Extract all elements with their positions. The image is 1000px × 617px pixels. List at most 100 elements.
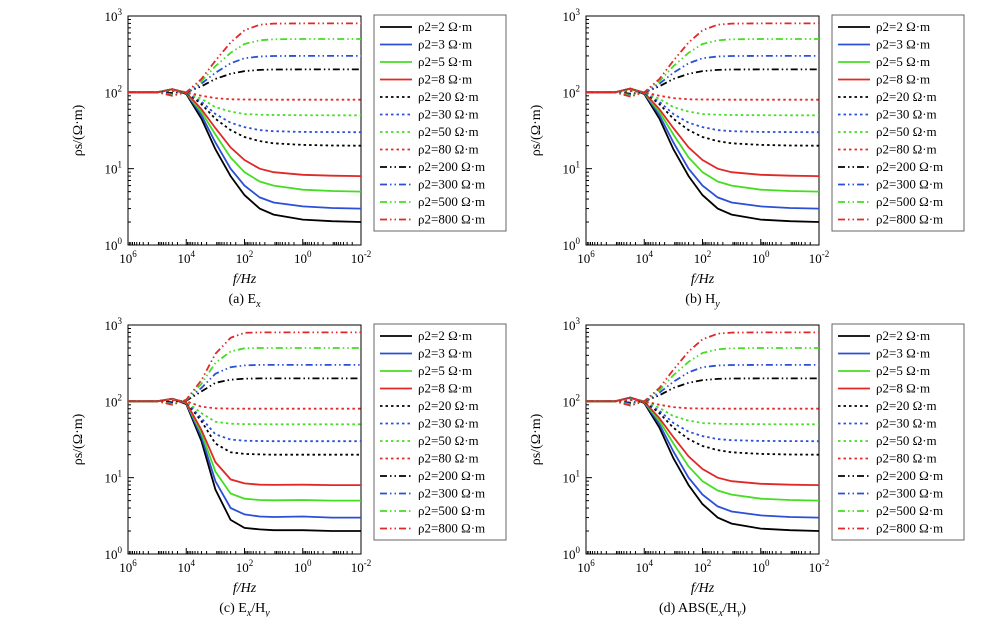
plot-frame [127, 15, 362, 246]
legend: ρ2=2 Ω·m ρ2=3 Ω·m ρ2=5 Ω·m ρ2=8 Ω·m ρ2=20 Ω·… [831, 14, 965, 232]
x-axis-label: f/Hz [691, 272, 715, 287]
caption-text: (b) H [685, 292, 715, 307]
chart-panel-0: 106 104 102 100 10-2 100 101 102 103 f/Hz ρs/(Ω·m)… [71, 7, 507, 310]
legend-entry: ρ2=30 Ω·m [876, 107, 937, 122]
caption-subscript-2: y [736, 608, 742, 617]
legend-entry: ρ2=30 Ω·m [876, 416, 937, 431]
caption-subscript-2: y [264, 608, 270, 617]
y-tick-label: 102 [105, 83, 123, 100]
series-line-10 [128, 347, 361, 406]
series-line-9 [586, 364, 819, 405]
panel-caption: (a) Ex [228, 292, 261, 310]
series-line-4 [128, 88, 362, 147]
legend-entry: ρ2=20 Ω·m [876, 89, 937, 104]
legend: ρ2=2 Ω·m ρ2=3 Ω·m ρ2=5 Ω·m ρ2=8 Ω·m ρ2=20 Ω·… [373, 323, 507, 541]
series-line-11 [128, 331, 361, 406]
caption-text: (a) E [228, 292, 256, 307]
y-tick-label: 103 [563, 316, 581, 333]
series-line-8 [128, 68, 361, 94]
legend-entry: ρ2=80 Ω·m [418, 451, 479, 466]
x-tick-label: 106 [119, 558, 137, 575]
chart-panel-1: 106 104 102 100 10-2 100 101 102 103 f/Hz ρs/(Ω·m)… [529, 7, 965, 310]
x-axis-label: f/Hz [691, 581, 715, 596]
caption-subscript: x [717, 608, 723, 617]
y-axis-label: ρs/(Ω·m) [529, 104, 544, 156]
legend-entry: ρ2=500 Ω·m [876, 194, 943, 209]
series-line-7 [128, 90, 361, 101]
legend-box [373, 14, 507, 232]
legend-entry: ρ2=20 Ω·m [418, 89, 479, 104]
y-tick-label: 101 [563, 469, 581, 486]
series-line-7 [586, 90, 819, 101]
series-line-5 [586, 88, 820, 134]
y-tick-label: 103 [105, 316, 123, 333]
legend-entry: ρ2=8 Ω·m [418, 381, 472, 396]
legend-entry: ρ2=3 Ω·m [876, 346, 930, 361]
y-tick-label: 101 [105, 160, 123, 177]
series-line-10 [586, 38, 819, 97]
series-line-3 [586, 87, 820, 177]
panel-caption: (d) ABS(Ex/Hy) [659, 601, 746, 617]
legend-entry: ρ2=2 Ω·m [418, 19, 472, 34]
y-tick-label: 100 [563, 545, 581, 562]
legend-entry: ρ2=500 Ω·m [418, 503, 485, 518]
series-line-3 [586, 396, 820, 486]
y-tick-label: 102 [105, 392, 123, 409]
legend-entry: ρ2=50 Ω·m [876, 124, 937, 139]
series-line-0 [586, 396, 820, 532]
legend-entry: ρ2=5 Ω·m [876, 54, 930, 69]
y-tick-label: 103 [105, 7, 123, 24]
series-line-6 [586, 398, 819, 426]
y-tick-label: 100 [563, 236, 581, 253]
series-line-4 [586, 88, 820, 147]
y-tick-label: 102 [563, 83, 581, 100]
series-line-6 [128, 89, 361, 117]
legend-entry: ρ2=200 Ω·m [876, 468, 943, 483]
legend-entry: ρ2=3 Ω·m [418, 37, 472, 52]
y-tick-label: 102 [563, 392, 581, 409]
series-line-3 [128, 397, 361, 486]
series-line-4 [586, 397, 820, 456]
legend-box [373, 323, 507, 541]
legend-entry: ρ2=500 Ω·m [876, 503, 943, 518]
legend-entry: ρ2=3 Ω·m [418, 346, 472, 361]
x-tick-label: 102 [236, 558, 254, 575]
series-line-8 [128, 377, 361, 404]
legend-entry: ρ2=5 Ω·m [418, 363, 472, 378]
series-line-4 [128, 398, 361, 456]
legend-entry: ρ2=30 Ω·m [418, 107, 479, 122]
chart-panel-2: 106 104 102 100 10-2 100 101 102 103 f/Hz ρs/(Ω·m)… [71, 316, 507, 617]
x-tick-label: 104 [178, 249, 196, 266]
legend-entry: ρ2=2 Ω·m [418, 328, 472, 343]
y-tick-label: 103 [563, 7, 581, 24]
legend-entry: ρ2=2 Ω·m [876, 328, 930, 343]
legend-entry: ρ2=200 Ω·m [418, 159, 485, 174]
legend: ρ2=2 Ω·m ρ2=3 Ω·m ρ2=5 Ω·m ρ2=8 Ω·m ρ2=20 Ω·… [831, 323, 965, 541]
plot-frame [585, 324, 820, 555]
legend-entry: ρ2=800 Ω·m [876, 212, 943, 227]
caption-suffix: /H [251, 601, 265, 616]
x-tick-label: 100 [294, 249, 312, 266]
legend-entry: ρ2=200 Ω·m [418, 468, 485, 483]
series-line-0 [128, 88, 362, 223]
x-tick-label: 102 [694, 249, 712, 266]
series-line-11 [586, 331, 819, 407]
plot-frame [585, 15, 820, 246]
plot-frame [127, 324, 362, 555]
series-line-10 [586, 347, 819, 406]
y-axis-label: ρs/(Ω·m) [71, 104, 86, 156]
legend-entry: ρ2=20 Ω·m [876, 398, 937, 413]
x-tick-label: 106 [119, 249, 137, 266]
caption-subscript: x [246, 608, 252, 617]
y-tick-label: 101 [105, 469, 123, 486]
x-tick-label: 100 [294, 558, 312, 575]
legend-entry: ρ2=300 Ω·m [418, 486, 485, 501]
panel-caption: (c) Ex/Hy [219, 601, 270, 617]
caption-end: ) [741, 601, 746, 616]
series-line-10 [128, 38, 361, 97]
x-tick-label: 104 [636, 558, 654, 575]
y-tick-label: 100 [105, 545, 123, 562]
series-line-7 [128, 399, 361, 410]
series-line-5 [128, 398, 361, 443]
